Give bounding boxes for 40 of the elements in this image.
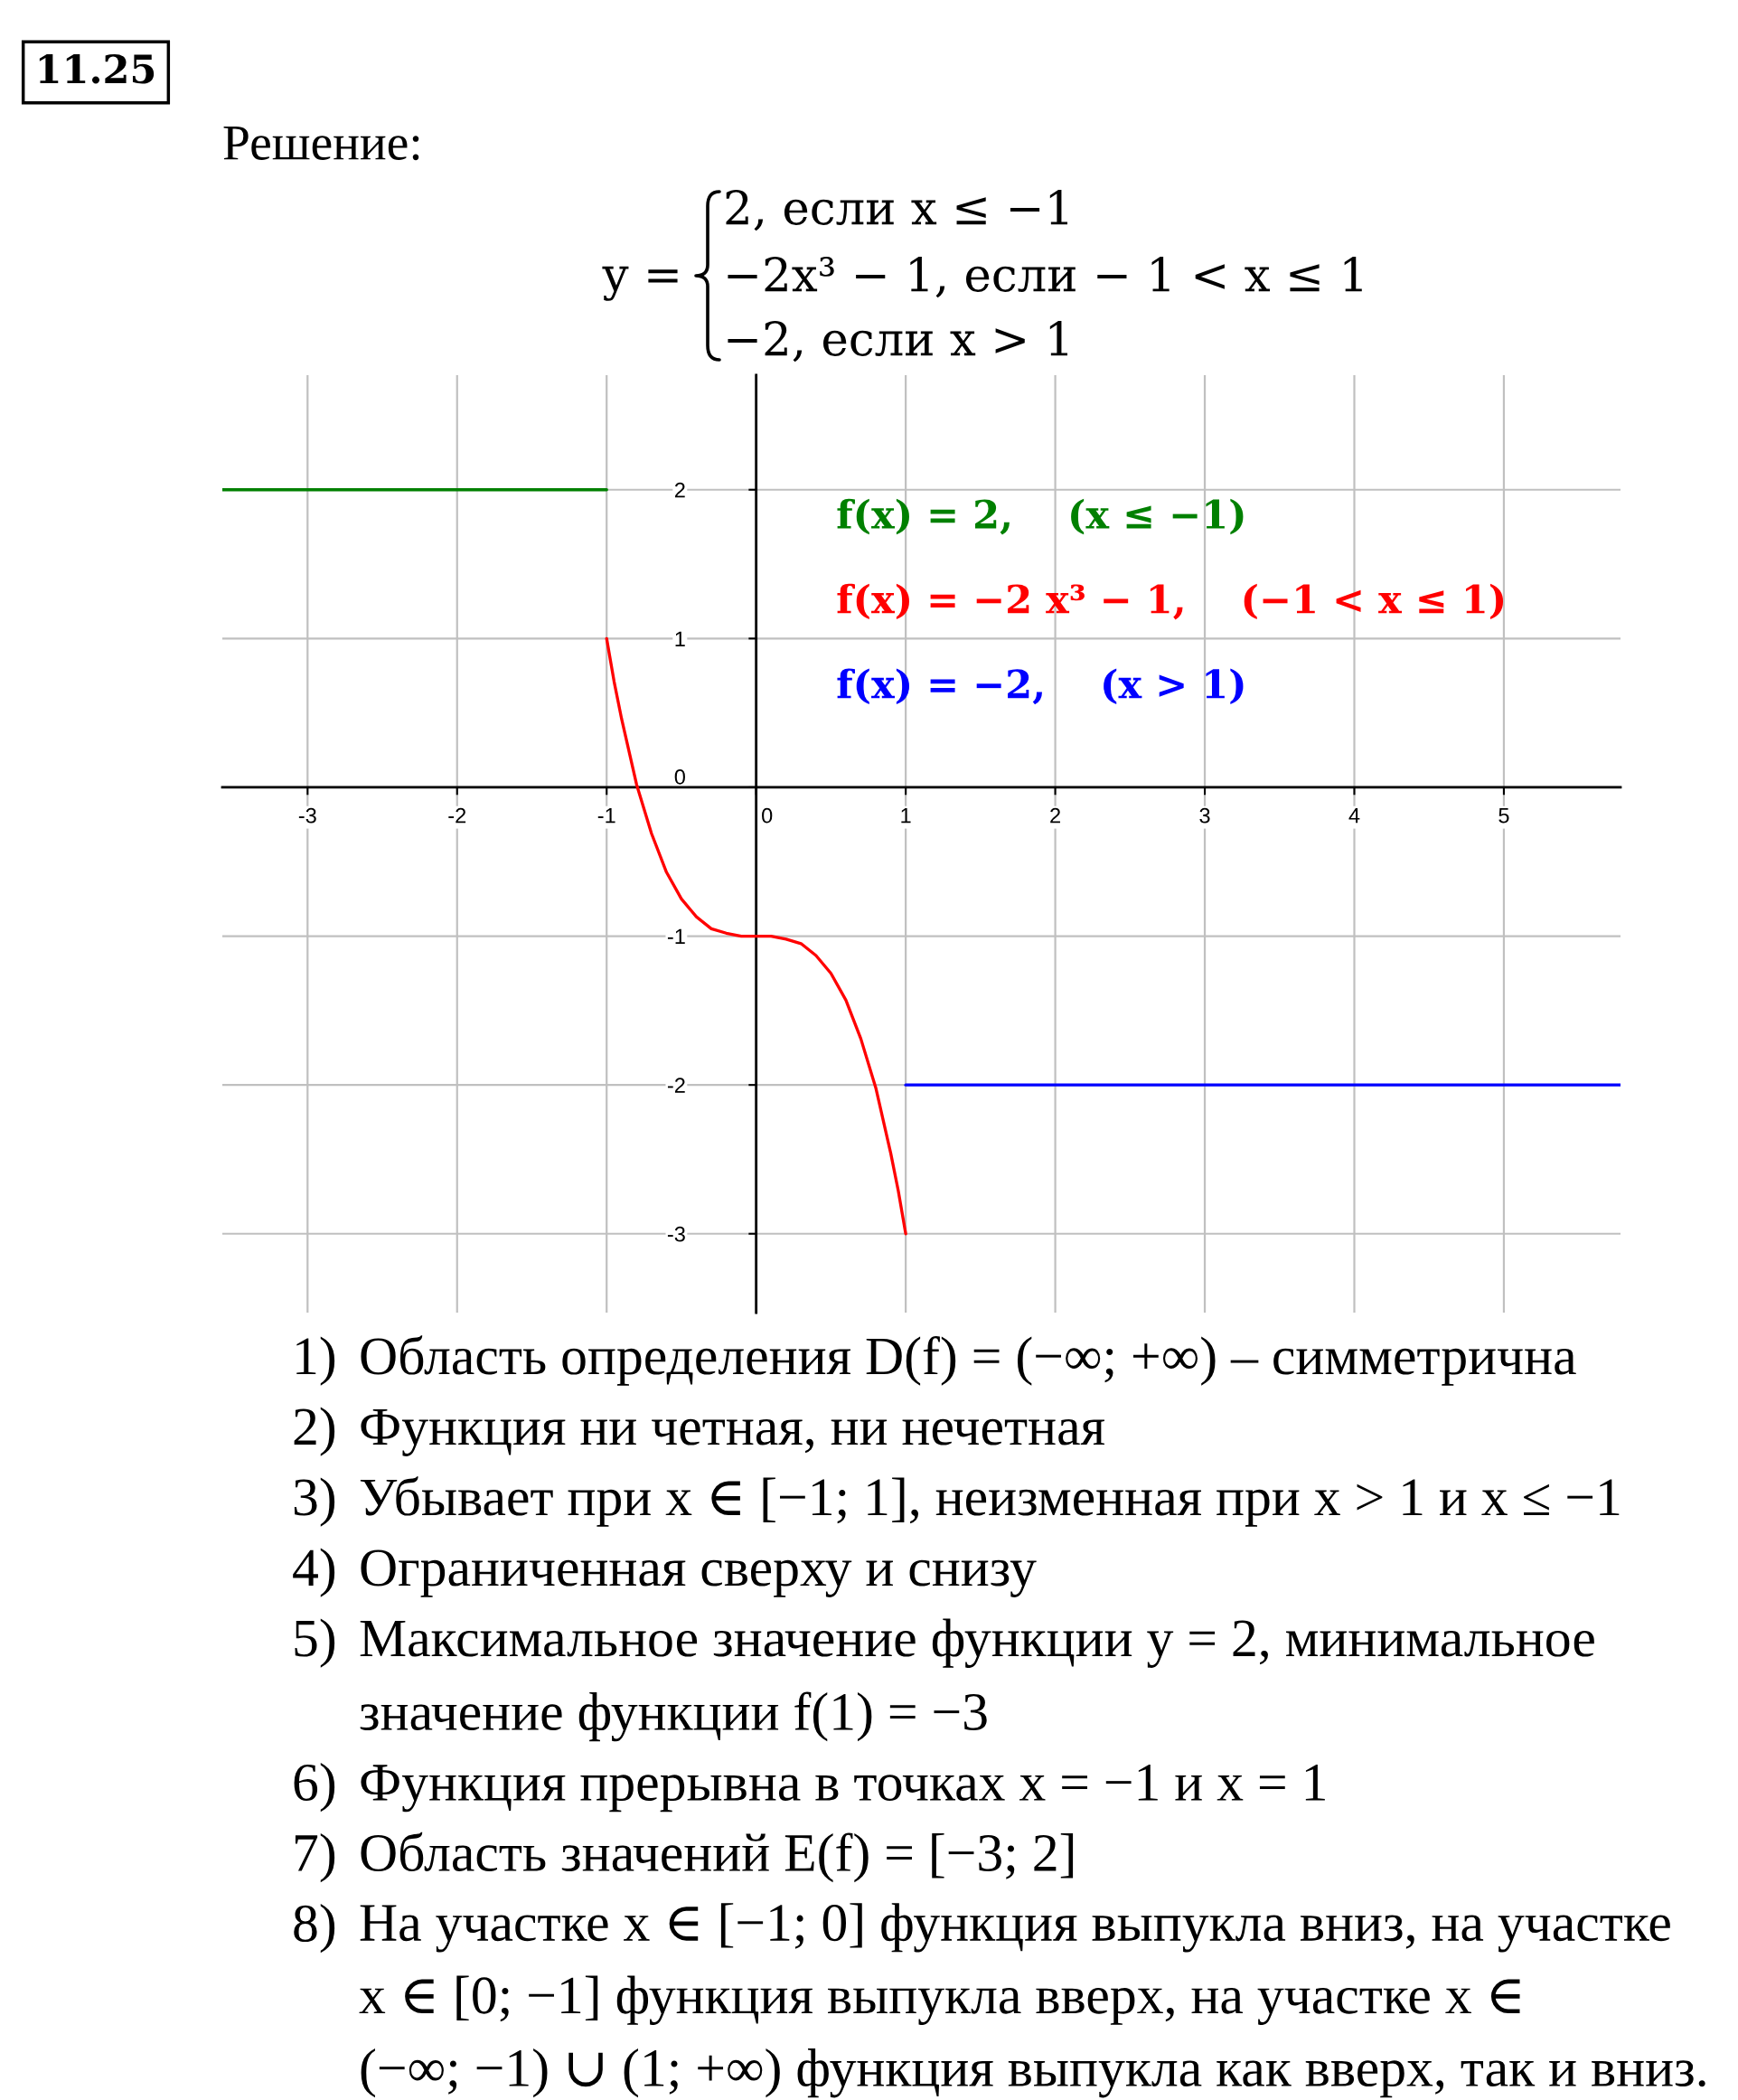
x-tick-label: 1: [901, 808, 911, 824]
y-tick-label: -1: [667, 928, 685, 945]
y-tick-label: 2: [674, 482, 685, 498]
x-tick-label: 5: [1498, 808, 1509, 824]
x-tick-label: -1: [597, 808, 615, 824]
text: 1): [296, 1336, 335, 1386]
text: 6): [294, 1763, 335, 1813]
x-tick-label: 3: [1199, 807, 1210, 824]
y-tick-label: -2: [667, 1078, 685, 1093]
text: 8): [294, 1904, 335, 1954]
text: y =: [602, 266, 678, 301]
x-tick-label: -2: [448, 807, 466, 824]
text: Область определения D(f) = (−∞; +∞) – симметрична: [361, 1335, 1576, 1386]
text: Область значений E(f) = [−3; 2]: [361, 1832, 1074, 1883]
text: Ограниченная сверху и снизу: [361, 1549, 1037, 1597]
text: −2x³ − 1, если − 1 < x ≤ 1: [728, 257, 1362, 298]
x-tick-label: 0: [762, 807, 773, 824]
text: 5): [295, 1618, 335, 1668]
text: 3): [294, 1477, 335, 1527]
x-tick-label: 4: [1348, 808, 1360, 824]
text: −2, если x > 1: [728, 321, 1067, 363]
text: Функция ни четная, ни нечетная: [361, 1408, 1104, 1456]
x-tick-label: -3: [298, 807, 316, 824]
text: Убывает при x ∈ [−1; 1], неизменная при x > 1 и x ≤ −1: [360, 1476, 1620, 1527]
text: 4): [293, 1548, 335, 1597]
text: 7): [295, 1833, 335, 1883]
y-tick-label: 1: [675, 631, 685, 646]
y-tick-label: -3: [667, 1226, 685, 1242]
text: 2): [294, 1407, 335, 1456]
text: Функция прерывна в точках x = −1 и x = 1: [361, 1765, 1325, 1813]
text: f(x) = −2, (x > 1): [837, 668, 1244, 705]
x-tick-label: 2: [1050, 807, 1060, 824]
chart-subtitle: Решение:: [223, 126, 419, 161]
chart-title: 11.25: [39, 53, 155, 84]
text: 2, если x ≤ −1: [726, 190, 1067, 231]
text: f(x) = −2 x³ − 1, (−1 < x ≤ 1): [837, 583, 1504, 620]
text: f(x) = 2, (x ≤ −1): [837, 498, 1244, 535]
text: На участке x ∈ [−1; 0] функция выпукла вниз, на участке x ∈ [0; −1] функция выпукла вверх, на участке x ∈ (−∞; −1) ∪ (1; +∞) функция выпукла как вверх, так и вниз.: [359, 1903, 1705, 2098]
y-tick-label: 0: [674, 769, 685, 785]
text: Максимальное значение функции y = 2, минимальное значение функции f(1) = −3: [360, 1618, 1594, 1742]
